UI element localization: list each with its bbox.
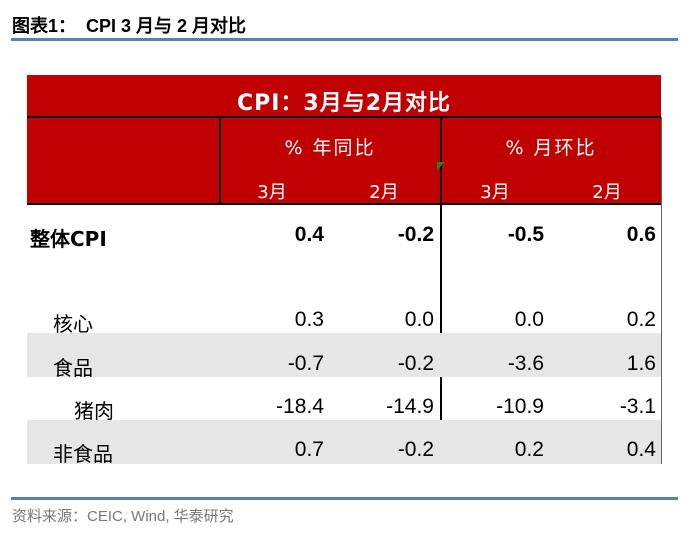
cell: 0.0 [514,308,544,331]
bottom-rule [11,497,678,500]
row-label: 食品 [53,356,93,380]
row-label: 整体CPI [30,227,107,251]
cell: -0.5 [507,223,544,246]
table-right-border [661,117,662,464]
top-rule [11,38,678,41]
column-divider [219,117,221,204]
row-band [27,333,661,377]
cell: 0.4 [626,438,656,461]
cell: 1.6 [626,352,656,375]
header-bottom-line [27,203,661,205]
cell: -0.2 [397,223,434,246]
cell: 0.2 [514,438,544,461]
subheader: 2月 [592,182,622,203]
cell: -18.4 [276,395,324,418]
group-header-mom: % 月环比 [505,137,597,159]
subheader: 3月 [257,182,287,203]
cell: -0.7 [287,352,324,375]
column-divider [440,117,442,464]
subheader: 2月 [369,182,399,203]
figure-title: 图表1： CPI 3 月与 2 月对比 [12,16,247,36]
cell: -0.2 [397,352,434,375]
cell: 0.7 [294,438,324,461]
table-title: CPI：3月与2月对比 [236,91,452,116]
cell: -0.2 [397,438,434,461]
cell: 0.0 [404,308,434,331]
subheader: 3月 [480,182,510,203]
row-label: 核心 [53,312,93,336]
cell: 0.4 [294,223,324,246]
cell: 0.2 [626,308,656,331]
table-header-bg [27,75,661,204]
header-divider [27,116,661,118]
comment-marker-icon [437,162,445,170]
cell: -3.1 [619,395,656,418]
cell: 0.6 [626,223,656,246]
row-label: 猪肉 [74,399,114,423]
cell: -3.6 [507,352,544,375]
cell: -14.9 [386,395,434,418]
row-band [27,420,661,464]
cell: 0.3 [294,308,324,331]
group-header-yoy: % 年同比 [284,137,376,159]
cell: -10.9 [496,395,544,418]
source-note: 资料来源：CEIC, Wind, 华泰研究 [12,508,234,525]
row-label: 非食品 [53,442,113,466]
